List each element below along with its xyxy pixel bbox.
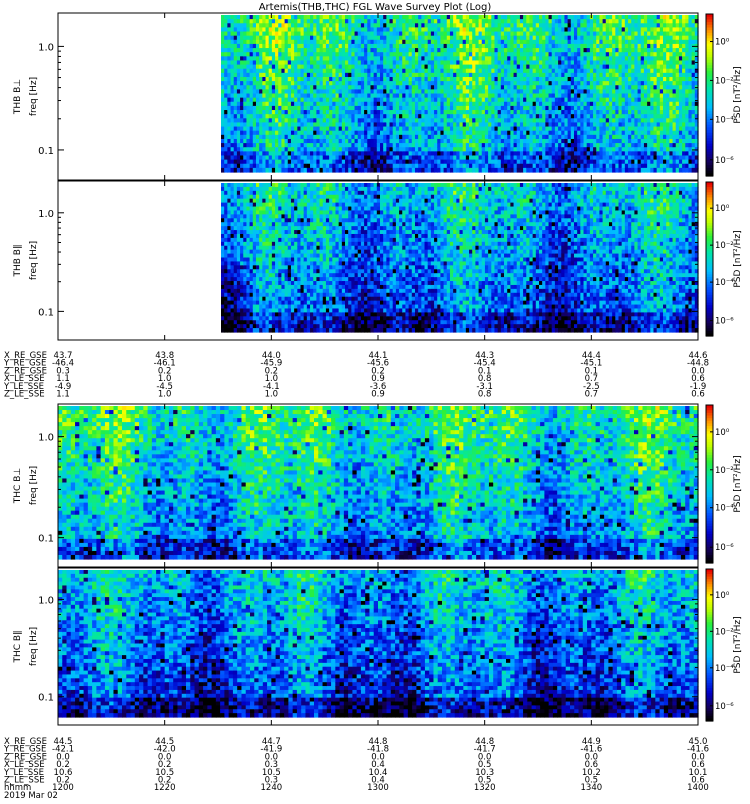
plot-title: Artemis(THB,THC) FGL Wave Survey Plot (L… xyxy=(259,2,492,13)
